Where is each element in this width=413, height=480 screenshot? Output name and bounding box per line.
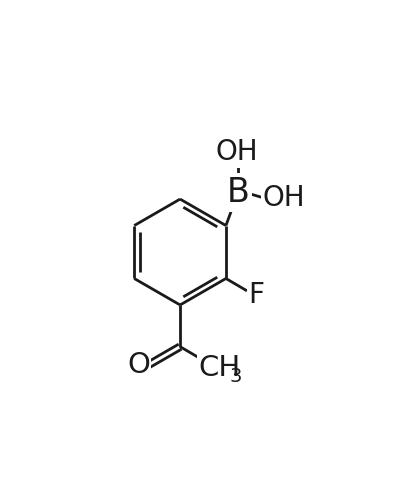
Text: OH: OH <box>215 138 257 166</box>
Text: F: F <box>248 281 264 309</box>
Text: OH: OH <box>261 184 304 212</box>
Text: 3: 3 <box>228 367 241 386</box>
Text: O: O <box>127 351 150 379</box>
Text: B: B <box>226 176 249 209</box>
Text: CH: CH <box>197 354 240 382</box>
